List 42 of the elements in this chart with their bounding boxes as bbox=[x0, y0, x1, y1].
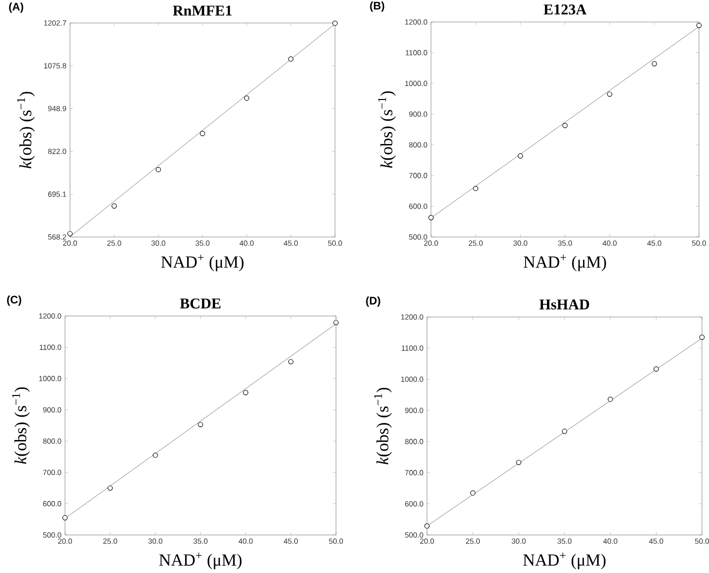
point bbox=[243, 390, 248, 396]
point bbox=[518, 153, 523, 158]
point bbox=[516, 460, 522, 466]
point bbox=[562, 122, 568, 128]
point bbox=[288, 56, 294, 62]
point bbox=[333, 320, 339, 326]
chart-title: HsHAD bbox=[539, 299, 590, 310]
y-axis-title: k(obs) (s$^{−1}$) bbox=[374, 388, 392, 464]
point bbox=[67, 231, 73, 236]
point bbox=[62, 515, 68, 520]
point bbox=[288, 359, 294, 364]
y-axis-title: k(obs) (s$^{−1}$) bbox=[378, 91, 396, 168]
point bbox=[200, 130, 206, 136]
chart-title: BCDE bbox=[180, 298, 220, 308]
text: (C) bbox=[7, 296, 22, 306]
text: (B) bbox=[370, 2, 384, 12]
point bbox=[332, 20, 338, 26]
chart-title: RnMFE1 bbox=[172, 6, 232, 16]
point bbox=[608, 396, 613, 402]
point bbox=[473, 186, 478, 192]
point bbox=[652, 61, 657, 66]
point bbox=[198, 422, 204, 428]
point bbox=[562, 428, 568, 434]
y-axis-title: k(obs) (s$^{−1}$) bbox=[17, 92, 35, 168]
x-axis-title: NAD$^{+}$ (μM) bbox=[159, 552, 242, 570]
point bbox=[607, 92, 612, 97]
chart-title: E123A bbox=[544, 4, 586, 14]
point bbox=[108, 485, 113, 491]
point bbox=[156, 167, 161, 172]
point bbox=[654, 366, 659, 372]
x-axis-title: NAD$^{+}$ (μM) bbox=[161, 254, 244, 272]
point bbox=[152, 452, 158, 458]
point bbox=[428, 215, 434, 220]
text: (A) bbox=[9, 2, 24, 13]
text: (D) bbox=[366, 296, 380, 307]
x-axis-title: NAD$^{+}$ (μM) bbox=[523, 552, 606, 570]
point bbox=[470, 490, 476, 496]
point bbox=[244, 95, 250, 101]
point bbox=[112, 203, 117, 209]
y-axis-title: k(obs) (s$^{−1}$) bbox=[12, 387, 30, 464]
x-axis-title: NAD$^{+}$ (μM) bbox=[524, 254, 606, 272]
point bbox=[424, 523, 430, 529]
